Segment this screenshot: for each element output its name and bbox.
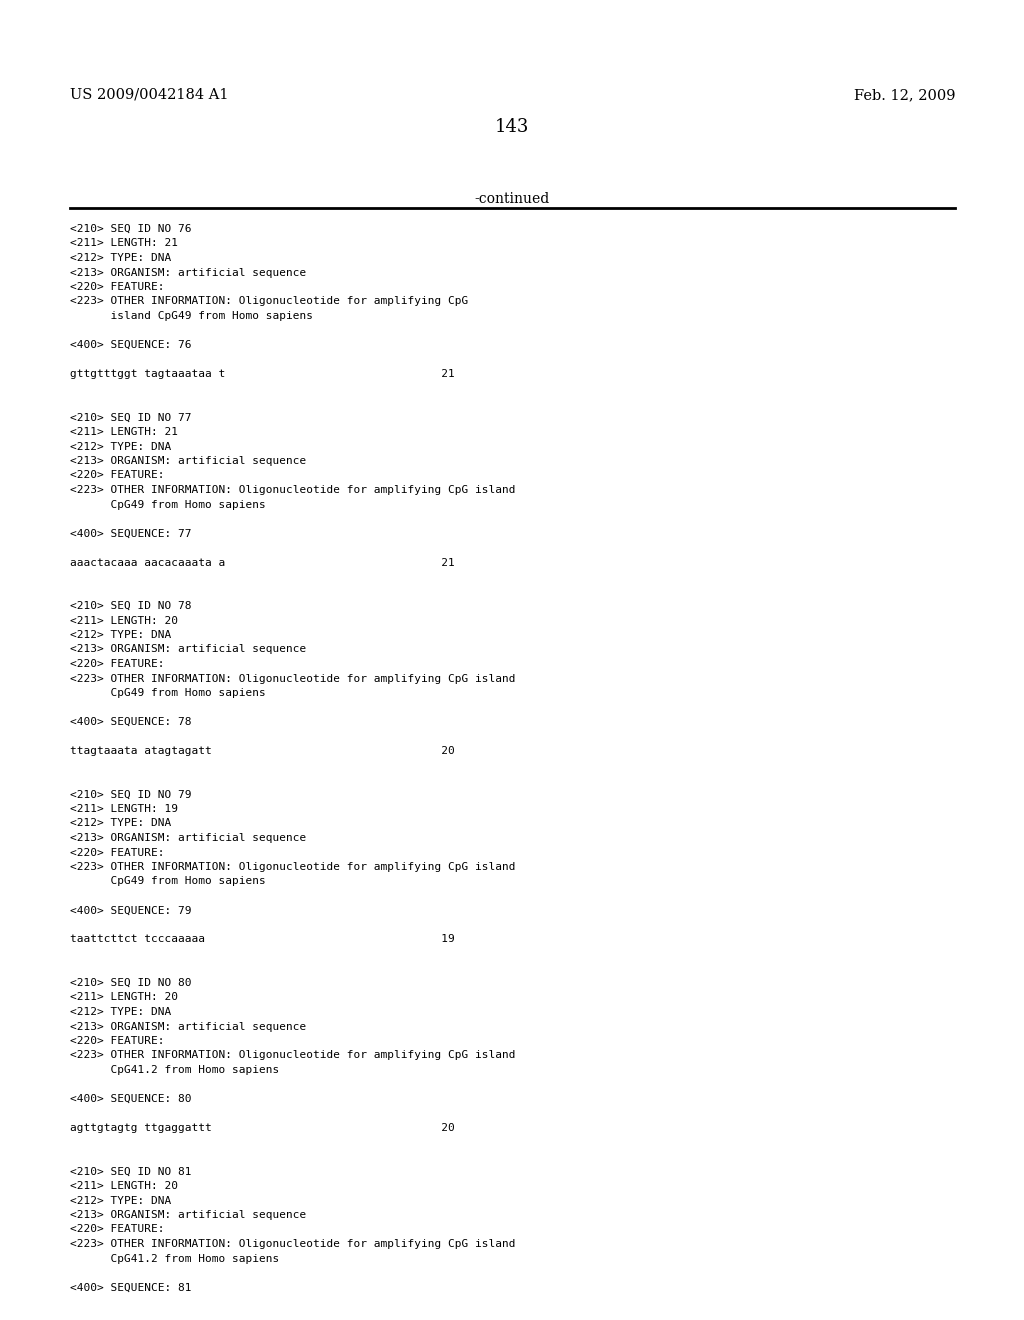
Text: 143: 143 xyxy=(495,117,529,136)
Text: Feb. 12, 2009: Feb. 12, 2009 xyxy=(853,88,955,102)
Text: <211> LENGTH: 19: <211> LENGTH: 19 xyxy=(70,804,178,814)
Text: <210> SEQ ID NO 78: <210> SEQ ID NO 78 xyxy=(70,601,191,611)
Text: <213> ORGANISM: artificial sequence: <213> ORGANISM: artificial sequence xyxy=(70,1022,306,1031)
Text: <211> LENGTH: 20: <211> LENGTH: 20 xyxy=(70,615,178,626)
Text: <220> FEATURE:: <220> FEATURE: xyxy=(70,659,165,669)
Text: agttgtagtg ttgaggattt                                  20: agttgtagtg ttgaggattt 20 xyxy=(70,1123,455,1133)
Text: <223> OTHER INFORMATION: Oligonucleotide for amplifying CpG island: <223> OTHER INFORMATION: Oligonucleotide… xyxy=(70,1051,515,1060)
Text: <212> TYPE: DNA: <212> TYPE: DNA xyxy=(70,630,171,640)
Text: ttagtaaata atagtagatt                                  20: ttagtaaata atagtagatt 20 xyxy=(70,746,455,756)
Text: island CpG49 from Homo sapiens: island CpG49 from Homo sapiens xyxy=(70,312,313,321)
Text: -continued: -continued xyxy=(474,191,550,206)
Text: aaactacaaa aacacaaata a                                21: aaactacaaa aacacaaata a 21 xyxy=(70,557,455,568)
Text: <400> SEQUENCE: 76: <400> SEQUENCE: 76 xyxy=(70,341,191,350)
Text: <223> OTHER INFORMATION: Oligonucleotide for amplifying CpG island: <223> OTHER INFORMATION: Oligonucleotide… xyxy=(70,673,515,684)
Text: <220> FEATURE:: <220> FEATURE: xyxy=(70,847,165,858)
Text: <220> FEATURE:: <220> FEATURE: xyxy=(70,470,165,480)
Text: gttgtttggt tagtaaataa t                                21: gttgtttggt tagtaaataa t 21 xyxy=(70,370,455,379)
Text: <400> SEQUENCE: 80: <400> SEQUENCE: 80 xyxy=(70,1094,191,1104)
Text: <400> SEQUENCE: 78: <400> SEQUENCE: 78 xyxy=(70,717,191,727)
Text: <210> SEQ ID NO 81: <210> SEQ ID NO 81 xyxy=(70,1167,191,1176)
Text: <400> SEQUENCE: 79: <400> SEQUENCE: 79 xyxy=(70,906,191,916)
Text: <223> OTHER INFORMATION: Oligonucleotide for amplifying CpG island: <223> OTHER INFORMATION: Oligonucleotide… xyxy=(70,1239,515,1249)
Text: <212> TYPE: DNA: <212> TYPE: DNA xyxy=(70,1007,171,1016)
Text: <212> TYPE: DNA: <212> TYPE: DNA xyxy=(70,1196,171,1205)
Text: <211> LENGTH: 20: <211> LENGTH: 20 xyxy=(70,993,178,1002)
Text: <400> SEQUENCE: 77: <400> SEQUENCE: 77 xyxy=(70,528,191,539)
Text: <220> FEATURE:: <220> FEATURE: xyxy=(70,1225,165,1234)
Text: <213> ORGANISM: artificial sequence: <213> ORGANISM: artificial sequence xyxy=(70,833,306,843)
Text: <400> SEQUENCE: 81: <400> SEQUENCE: 81 xyxy=(70,1283,191,1292)
Text: <213> ORGANISM: artificial sequence: <213> ORGANISM: artificial sequence xyxy=(70,1210,306,1220)
Text: <220> FEATURE:: <220> FEATURE: xyxy=(70,1036,165,1045)
Text: <210> SEQ ID NO 76: <210> SEQ ID NO 76 xyxy=(70,224,191,234)
Text: US 2009/0042184 A1: US 2009/0042184 A1 xyxy=(70,88,228,102)
Text: CpG49 from Homo sapiens: CpG49 from Homo sapiens xyxy=(70,499,266,510)
Text: <211> LENGTH: 21: <211> LENGTH: 21 xyxy=(70,239,178,248)
Text: <210> SEQ ID NO 79: <210> SEQ ID NO 79 xyxy=(70,789,191,800)
Text: <223> OTHER INFORMATION: Oligonucleotide for amplifying CpG island: <223> OTHER INFORMATION: Oligonucleotide… xyxy=(70,862,515,873)
Text: <210> SEQ ID NO 77: <210> SEQ ID NO 77 xyxy=(70,412,191,422)
Text: <220> FEATURE:: <220> FEATURE: xyxy=(70,282,165,292)
Text: <212> TYPE: DNA: <212> TYPE: DNA xyxy=(70,818,171,829)
Text: CpG41.2 from Homo sapiens: CpG41.2 from Homo sapiens xyxy=(70,1065,280,1074)
Text: <213> ORGANISM: artificial sequence: <213> ORGANISM: artificial sequence xyxy=(70,644,306,655)
Text: <213> ORGANISM: artificial sequence: <213> ORGANISM: artificial sequence xyxy=(70,455,306,466)
Text: CpG41.2 from Homo sapiens: CpG41.2 from Homo sapiens xyxy=(70,1254,280,1263)
Text: <210> SEQ ID NO 80: <210> SEQ ID NO 80 xyxy=(70,978,191,987)
Text: <211> LENGTH: 21: <211> LENGTH: 21 xyxy=(70,426,178,437)
Text: <212> TYPE: DNA: <212> TYPE: DNA xyxy=(70,253,171,263)
Text: <223> OTHER INFORMATION: Oligonucleotide for amplifying CpG island: <223> OTHER INFORMATION: Oligonucleotide… xyxy=(70,484,515,495)
Text: CpG49 from Homo sapiens: CpG49 from Homo sapiens xyxy=(70,688,266,698)
Text: <223> OTHER INFORMATION: Oligonucleotide for amplifying CpG: <223> OTHER INFORMATION: Oligonucleotide… xyxy=(70,297,468,306)
Text: taattcttct tcccaaaaa                                   19: taattcttct tcccaaaaa 19 xyxy=(70,935,455,945)
Text: CpG49 from Homo sapiens: CpG49 from Homo sapiens xyxy=(70,876,266,887)
Text: <211> LENGTH: 20: <211> LENGTH: 20 xyxy=(70,1181,178,1191)
Text: <213> ORGANISM: artificial sequence: <213> ORGANISM: artificial sequence xyxy=(70,268,306,277)
Text: <212> TYPE: DNA: <212> TYPE: DNA xyxy=(70,441,171,451)
